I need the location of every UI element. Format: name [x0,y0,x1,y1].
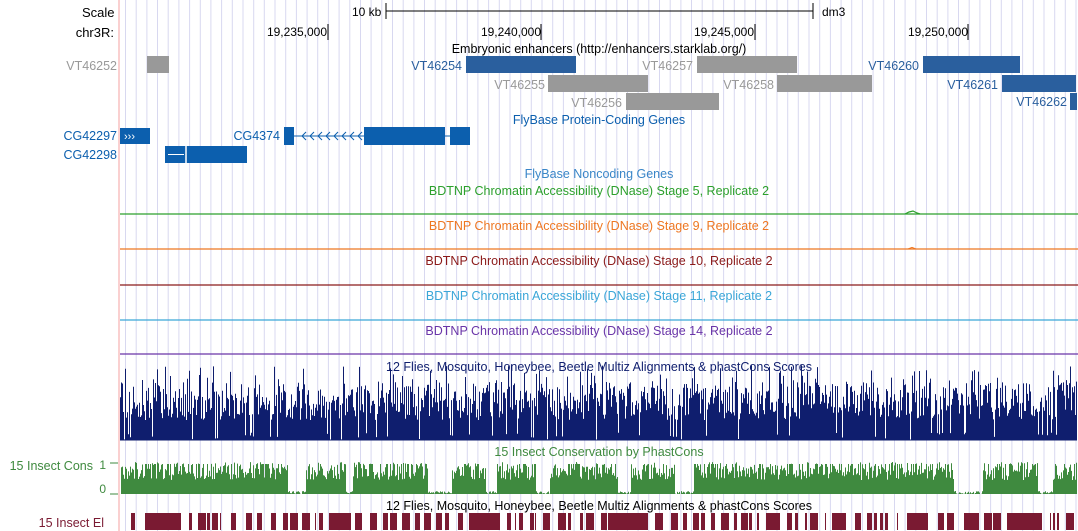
gene-cg42297[interactable]: ››› [120,128,150,144]
enhancer-vt46252[interactable] [147,56,169,73]
strand-arrow-icon: ››› [124,131,135,143]
enhancer-label-vt46261[interactable]: VT46261 [947,78,998,92]
gene-cg42298[interactable] [165,146,247,163]
enhancer-vt46260[interactable] [923,56,1020,73]
enhancer-label-vt46260[interactable]: VT46260 [868,59,919,73]
dnase-stage10-track-title[interactable]: BDTNP Chromatin Accessibility (DNase) St… [425,254,772,268]
position-label-1: 19,235,000 [267,25,327,39]
enhancer-label-vt46254[interactable]: VT46254 [411,59,462,73]
gene-label-cg42298[interactable]: CG42298 [63,148,117,162]
position-label-2: 19,240,000 [481,25,541,39]
position-label-3: 19,245,000 [694,25,754,39]
elements-side-label[interactable]: 15 Insect El [39,516,104,530]
phastcons-axis-max: 1 [99,458,106,472]
gene-label-cg42297[interactable]: CG42297 [63,129,117,143]
phastcons-axis-ticks [110,462,118,495]
flybase-noncoding-track-title[interactable]: FlyBase Noncoding Genes [525,167,674,181]
scale-bar [385,3,814,19]
enhancer-vt46258[interactable] [777,75,872,92]
conserved-elements-signal[interactable] [131,513,1074,530]
phastcons-side-label[interactable]: 15 Insect Cons [10,459,93,473]
enhancer-label-vt46256[interactable]: VT46256 [571,96,622,110]
dnase-stage5-track-title[interactable]: BDTNP Chromatin Accessibility (DNase) St… [429,184,769,198]
dnase-stage9-peak [907,246,917,250]
strand-arrow-icon [301,131,363,141]
enhancer-vt46254[interactable] [466,56,576,73]
base-position-gridlines [125,0,1077,531]
gene-label-cg4374[interactable]: CG4374 [233,129,280,143]
flybase-coding-track-title[interactable]: FlyBase Protein-Coding Genes [513,113,685,127]
dnase-stage9-track-title[interactable]: BDTNP Chromatin Accessibility (DNase) St… [429,219,769,233]
multiz-conservation-signal[interactable] [120,365,1077,441]
enhancer-label-vt46257[interactable]: VT46257 [642,59,693,73]
phastcons-axis-min: 0 [99,482,106,496]
gene-cg4374[interactable] [284,127,470,145]
scale-bar-label: 10 kb [352,5,382,19]
enhancer-vt46257[interactable] [697,56,797,73]
enhancer-vt46261[interactable] [1002,75,1076,92]
position-ticks [327,24,969,40]
multiz-track-title[interactable]: 12 Flies, Mosquito, Honeybee, Beetle Mul… [386,360,812,374]
dnase-stage14-track-title[interactable]: BDTNP Chromatin Accessibility (DNase) St… [425,324,772,338]
enhancer-label-vt46262[interactable]: VT46262 [1016,95,1067,109]
phastcons-track-title[interactable]: 15 Insect Conservation by PhastCons [494,445,703,459]
chrom-label: chr3R: [76,25,114,40]
enhancer-vt46262[interactable] [1070,93,1077,110]
assembly-label: dm3 [822,5,846,19]
scale-label: Scale [82,5,115,20]
enhancers-track-title[interactable]: Embryonic enhancers (http://enhancers.st… [452,42,747,56]
enhancer-vt46256[interactable] [626,93,719,110]
position-label-4: 19,250,000 [908,25,968,39]
enhancer-label-vt46258[interactable]: VT46258 [723,78,774,92]
dnase-stage5-peak [904,210,921,215]
elements-track-title[interactable]: 12 Flies, Mosquito, Honeybee, Beetle Mul… [386,499,812,513]
dnase-stage11-track-title[interactable]: BDTNP Chromatin Accessibility (DNase) St… [426,289,772,303]
enhancer-label-vt46252[interactable]: VT46252 [66,59,117,73]
enhancer-label-vt46255[interactable]: VT46255 [494,78,545,92]
enhancer-vt46255[interactable] [548,75,648,92]
phastcons-signal[interactable] [121,462,1077,494]
